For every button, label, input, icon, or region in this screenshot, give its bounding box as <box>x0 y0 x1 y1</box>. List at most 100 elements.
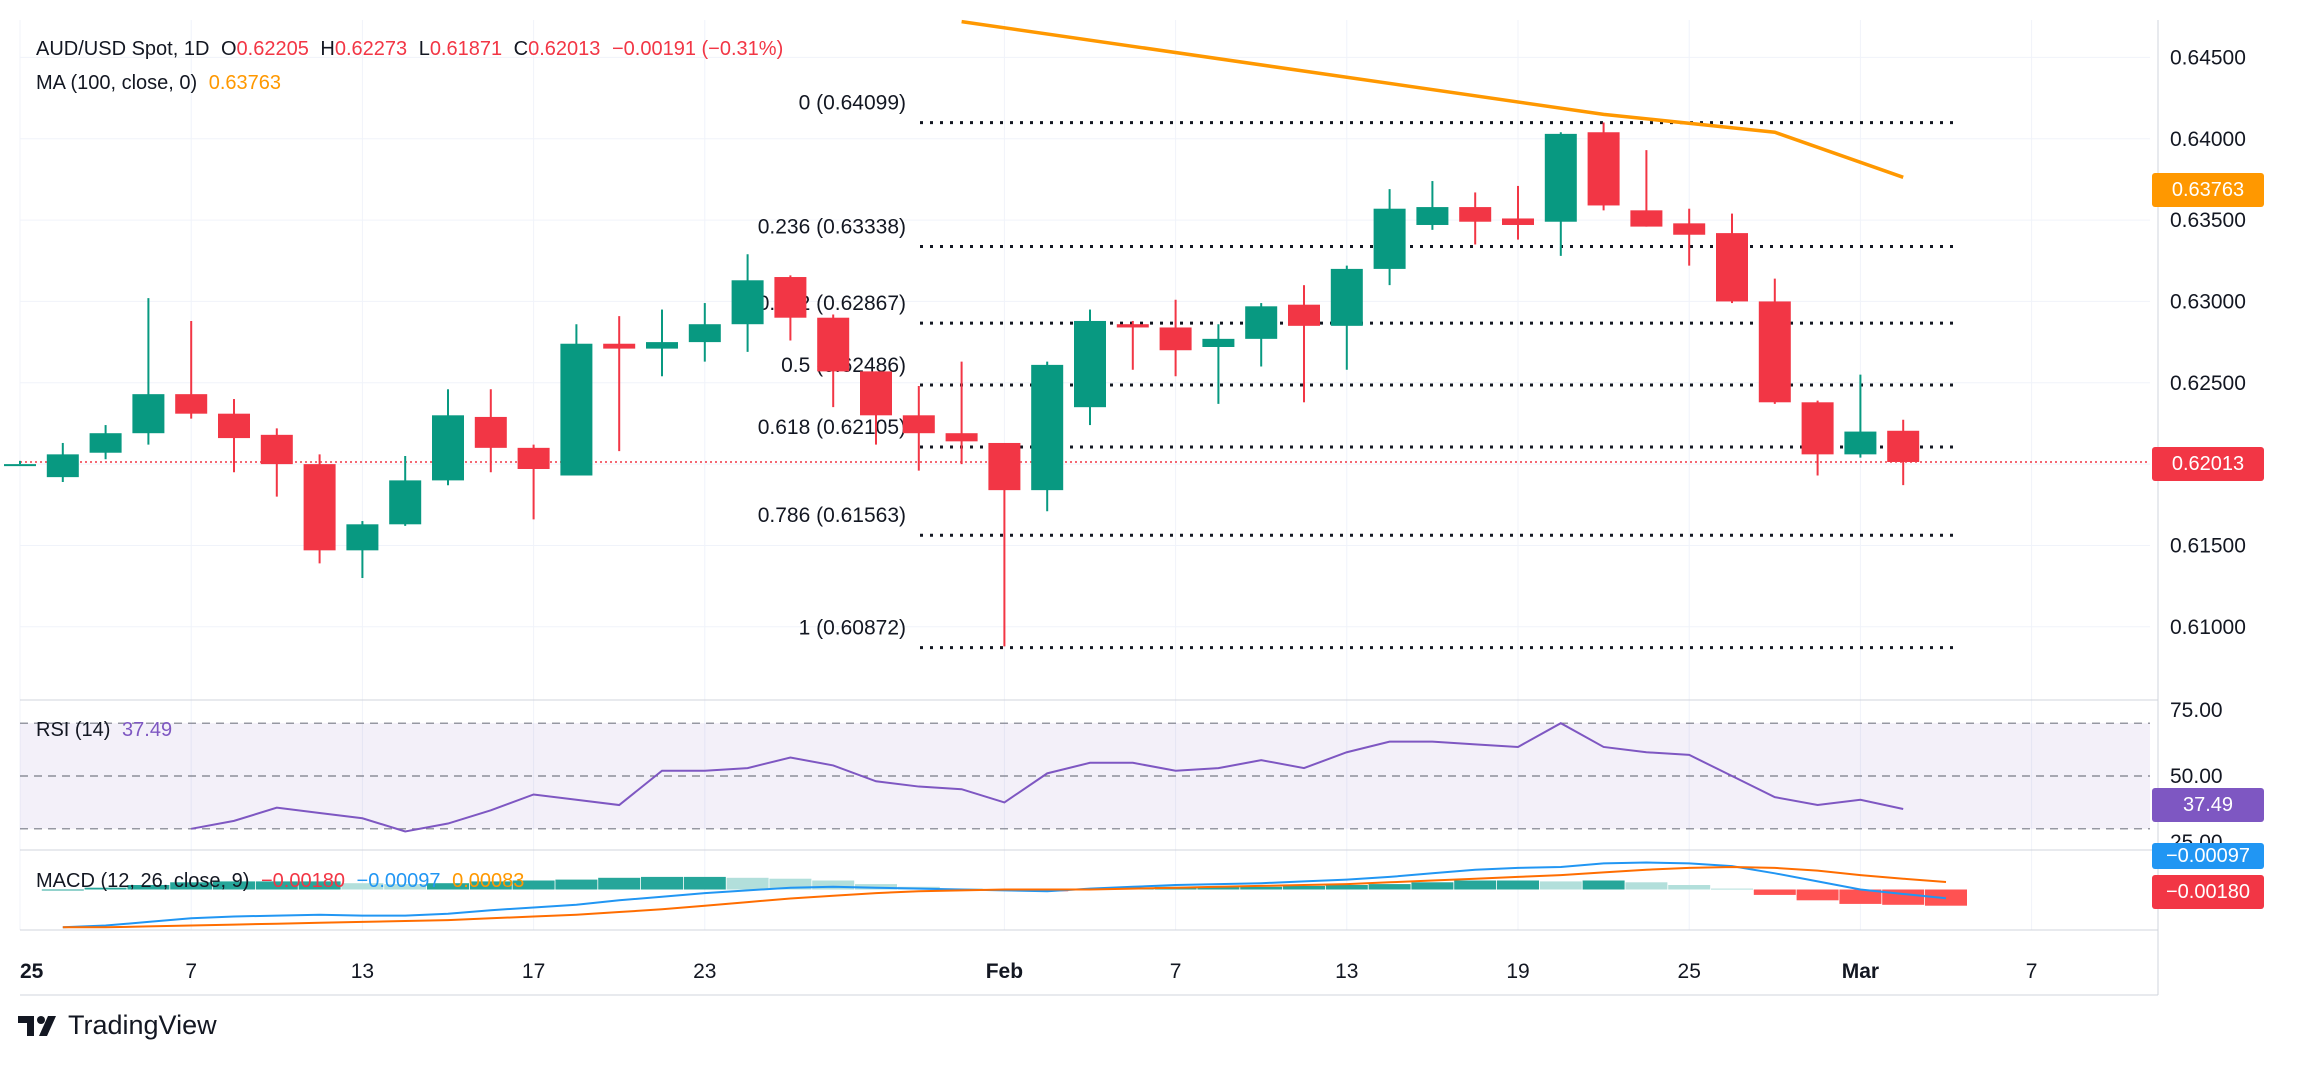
candle-body <box>1630 210 1663 227</box>
open-value: 0.62205 <box>236 38 309 60</box>
time-axis[interactable]: 25 7 13 17 23 Feb 7 13 19 25 Mar 7 <box>20 960 2037 983</box>
symbol-label[interactable]: AUD/USD Spot, 1D <box>36 38 210 60</box>
macd-price-tag: −0.00097 <box>2152 843 2264 869</box>
time-tick-label: 19 <box>1506 960 1529 983</box>
candle-body <box>945 433 978 442</box>
rsi-label[interactable]: RSI (14) <box>36 719 111 741</box>
price-tick-label: 0.61000 <box>2170 616 2246 639</box>
price-tick-label: 0.63500 <box>2170 209 2246 232</box>
time-tick-label: Mar <box>1842 960 1879 983</box>
macd-line-value: −0.00097 <box>356 870 441 892</box>
macd-histogram-bar <box>1411 882 1454 890</box>
candle-body <box>1758 301 1791 403</box>
rsi-legend: RSI (14) 37.49 <box>36 719 178 742</box>
candle-body <box>1544 133 1577 222</box>
time-tick-label: 23 <box>693 960 716 983</box>
brand-name: TradingView <box>68 1010 217 1040</box>
moving-average <box>961 19 1904 179</box>
tradingview-brand[interactable]: TradingView <box>18 1010 217 1041</box>
candle-body <box>46 454 79 478</box>
candle-body <box>346 524 379 551</box>
close-value: 0.62013 <box>528 38 601 60</box>
candle-body <box>1416 207 1449 225</box>
ma-line <box>961 19 1904 179</box>
macd-pane <box>41 861 1967 929</box>
macd-label[interactable]: MACD (12, 26, close, 9) <box>36 870 250 892</box>
fib-level-label: 0.786 (0.61563) <box>758 504 906 527</box>
macd-histogram-bar <box>1197 886 1240 890</box>
candle-body <box>1116 324 1149 328</box>
candle-body <box>1159 327 1192 351</box>
macd-histogram-bar <box>170 882 213 890</box>
high-value: 0.62273 <box>334 38 408 60</box>
candle-body <box>817 317 850 372</box>
macd-histogram-bar <box>683 876 726 890</box>
macd-histogram-bar <box>726 877 769 890</box>
ma-label[interactable]: MA (100, close, 0) <box>36 72 198 94</box>
macd-signal-value: 0.00083 <box>452 870 525 892</box>
candle-body <box>1502 218 1534 225</box>
candle-body <box>132 394 165 434</box>
time-tick-label: 13 <box>1335 960 1358 983</box>
candle-body <box>1245 306 1278 339</box>
rsi-tick-label: 75.00 <box>2170 699 2223 722</box>
close-label: C <box>513 38 529 60</box>
candle-body <box>1673 223 1706 235</box>
candle-body <box>474 416 507 448</box>
macd-histogram-bar <box>384 884 427 890</box>
candle-body <box>4 464 36 467</box>
candle-body <box>603 343 636 349</box>
candle-body <box>1801 402 1834 455</box>
macd-histogram-bar <box>1497 880 1539 890</box>
candle-body <box>1716 233 1748 302</box>
time-tick-label: 13 <box>351 960 374 983</box>
time-tick-label: 7 <box>2026 960 2038 983</box>
tradingview-logo-icon <box>18 1014 60 1038</box>
macd-histogram-bar <box>427 883 469 890</box>
macd-histogram-bar <box>84 887 127 890</box>
candle-body <box>389 480 422 525</box>
candle-body <box>1844 431 1877 455</box>
macd-histogram-bar <box>1582 880 1625 890</box>
close-price-tag: 0.62013 <box>2152 447 2264 481</box>
open-label: O <box>220 38 237 60</box>
fib-level-label: 0.236 (0.63338) <box>758 215 906 238</box>
candle-body <box>731 280 764 325</box>
time-tick-label: 25 <box>20 960 44 983</box>
fib-level-label: 1 (0.60872) <box>799 617 906 640</box>
macd-histogram-bar <box>127 885 170 890</box>
macd-histogram-bar <box>298 881 341 890</box>
candle-body <box>1587 132 1620 206</box>
candle-body <box>1202 338 1235 347</box>
macd-histogram-bar <box>812 880 855 890</box>
candle-body <box>1031 364 1064 491</box>
candle-body <box>774 277 807 318</box>
fib-level-label: 0 (0.64099) <box>799 92 906 115</box>
price-tick-label: 0.61500 <box>2170 534 2246 557</box>
pane-borders <box>20 20 2159 996</box>
macd-histogram-bar <box>641 876 683 890</box>
macd-histogram-bar <box>1796 889 1839 901</box>
price-tick-label: 0.63000 <box>2170 290 2246 313</box>
rsi-line <box>191 722 1904 833</box>
low-value: 0.61871 <box>429 38 503 60</box>
candle-body <box>1330 268 1363 326</box>
time-tick-label: 25 <box>1678 960 1701 983</box>
macd-histogram-bar <box>1753 889 1796 895</box>
macd-histogram-bar <box>512 880 555 890</box>
candle-body <box>1459 207 1492 222</box>
macd-histogram-bar <box>769 878 812 890</box>
candle-body <box>175 394 208 414</box>
candlesticks <box>4 122 1920 647</box>
fib-level-label: 0.618 (0.62105) <box>758 416 906 439</box>
rsi-pane <box>20 722 2150 833</box>
candle-body <box>89 433 122 453</box>
price-tick-label: 0.62500 <box>2170 372 2246 395</box>
macd-histogram-bar <box>1454 880 1497 890</box>
candle-body <box>902 415 935 434</box>
macd-histogram-bar <box>1668 885 1711 890</box>
macd-histogram-bar <box>41 889 84 891</box>
candle-body <box>517 447 550 469</box>
candle-body <box>1373 208 1406 269</box>
